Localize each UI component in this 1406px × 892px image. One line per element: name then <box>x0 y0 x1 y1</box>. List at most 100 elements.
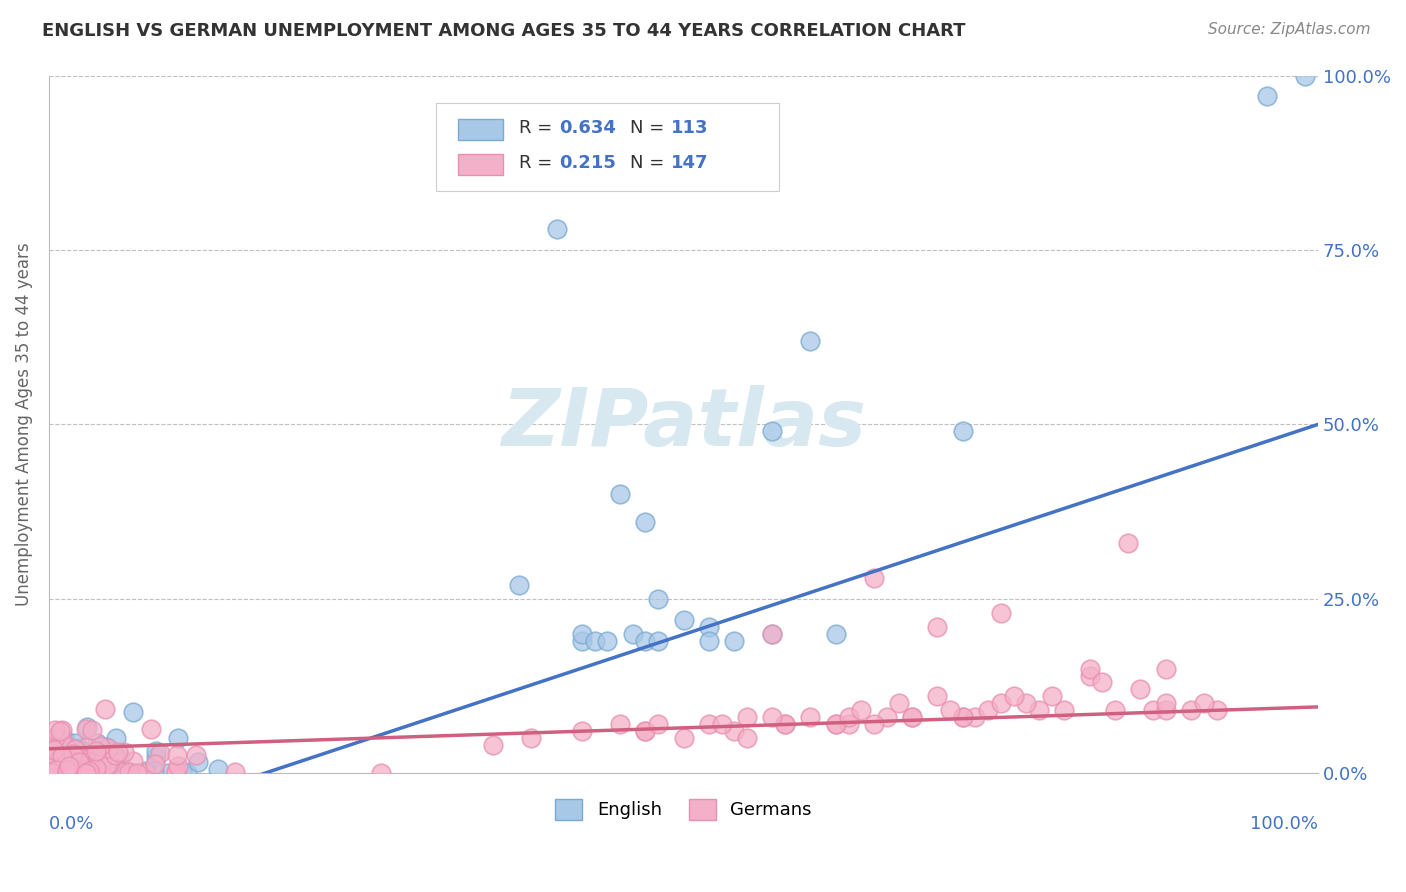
FancyBboxPatch shape <box>436 103 779 191</box>
Point <box>62 756 84 771</box>
Point <box>1154 697 1177 711</box>
Point <box>41 746 63 760</box>
Point <box>901 710 924 724</box>
Point <box>889 697 911 711</box>
Point <box>98 746 121 760</box>
Point <box>39 752 62 766</box>
Point <box>70 764 93 779</box>
Point <box>44 732 66 747</box>
Point <box>166 759 188 773</box>
Text: 147: 147 <box>671 153 709 172</box>
Point <box>127 765 149 780</box>
Point <box>952 710 974 724</box>
Point <box>723 724 745 739</box>
Point <box>69 746 91 760</box>
Point <box>824 717 846 731</box>
Point <box>634 724 657 739</box>
Point <box>58 739 80 754</box>
Point <box>41 759 63 773</box>
Point <box>1015 697 1038 711</box>
Point <box>65 759 87 773</box>
Point <box>69 755 91 769</box>
Point <box>1040 690 1063 704</box>
Point <box>69 753 91 767</box>
Point <box>73 755 96 769</box>
Point <box>98 747 121 762</box>
Point <box>59 754 82 768</box>
Point <box>149 746 172 760</box>
Point <box>44 723 66 737</box>
Point <box>70 765 93 780</box>
Point <box>70 765 93 780</box>
Point <box>69 764 91 779</box>
Point <box>76 739 98 754</box>
Point <box>187 755 209 769</box>
Point <box>1154 661 1177 675</box>
Point <box>67 762 90 776</box>
Point <box>112 745 135 759</box>
Point <box>107 745 129 759</box>
Point <box>824 717 846 731</box>
Point <box>90 764 112 779</box>
Point <box>647 591 669 606</box>
Point <box>49 731 72 746</box>
Point <box>1091 675 1114 690</box>
Point <box>56 764 79 779</box>
Point <box>41 763 63 777</box>
Point <box>110 761 132 775</box>
Point <box>139 722 162 736</box>
Point <box>207 762 229 776</box>
Point <box>87 753 110 767</box>
Point <box>735 731 758 746</box>
Point <box>48 745 70 759</box>
Point <box>761 425 783 439</box>
Point <box>59 764 82 778</box>
Point <box>104 759 127 773</box>
Point <box>53 762 76 776</box>
Point <box>56 759 79 773</box>
Point <box>370 766 392 780</box>
Point <box>41 764 63 779</box>
Point <box>697 717 720 731</box>
Point <box>1002 690 1025 704</box>
Point <box>571 724 593 739</box>
Point <box>1078 661 1101 675</box>
Point <box>39 752 62 766</box>
Point <box>42 741 65 756</box>
Point <box>1192 697 1215 711</box>
Point <box>1294 69 1316 83</box>
Point <box>66 763 89 777</box>
Point <box>58 759 80 773</box>
Point <box>145 749 167 764</box>
Point <box>75 723 97 737</box>
Point <box>647 717 669 731</box>
Point <box>55 746 77 760</box>
Point <box>121 754 143 768</box>
Point <box>876 710 898 724</box>
Point <box>65 742 87 756</box>
Point <box>42 766 65 780</box>
Legend: English, Germans: English, Germans <box>548 792 820 827</box>
Point <box>86 744 108 758</box>
Point <box>39 759 62 773</box>
Point <box>105 731 128 745</box>
Point <box>67 755 90 769</box>
Point <box>697 620 720 634</box>
Point <box>761 710 783 724</box>
Point <box>104 765 127 780</box>
Point <box>67 756 90 770</box>
Point <box>571 633 593 648</box>
Point <box>990 697 1012 711</box>
Text: ENGLISH VS GERMAN UNEMPLOYMENT AMONG AGES 35 TO 44 YEARS CORRELATION CHART: ENGLISH VS GERMAN UNEMPLOYMENT AMONG AGE… <box>42 22 966 40</box>
Point <box>39 757 62 772</box>
Point <box>952 710 974 724</box>
Point <box>165 764 187 778</box>
Point <box>52 762 75 776</box>
Point <box>48 765 70 780</box>
Point <box>838 717 860 731</box>
Point <box>51 723 73 737</box>
Point <box>94 750 117 764</box>
Point <box>80 723 103 738</box>
Point <box>1078 668 1101 682</box>
Point <box>90 764 112 779</box>
